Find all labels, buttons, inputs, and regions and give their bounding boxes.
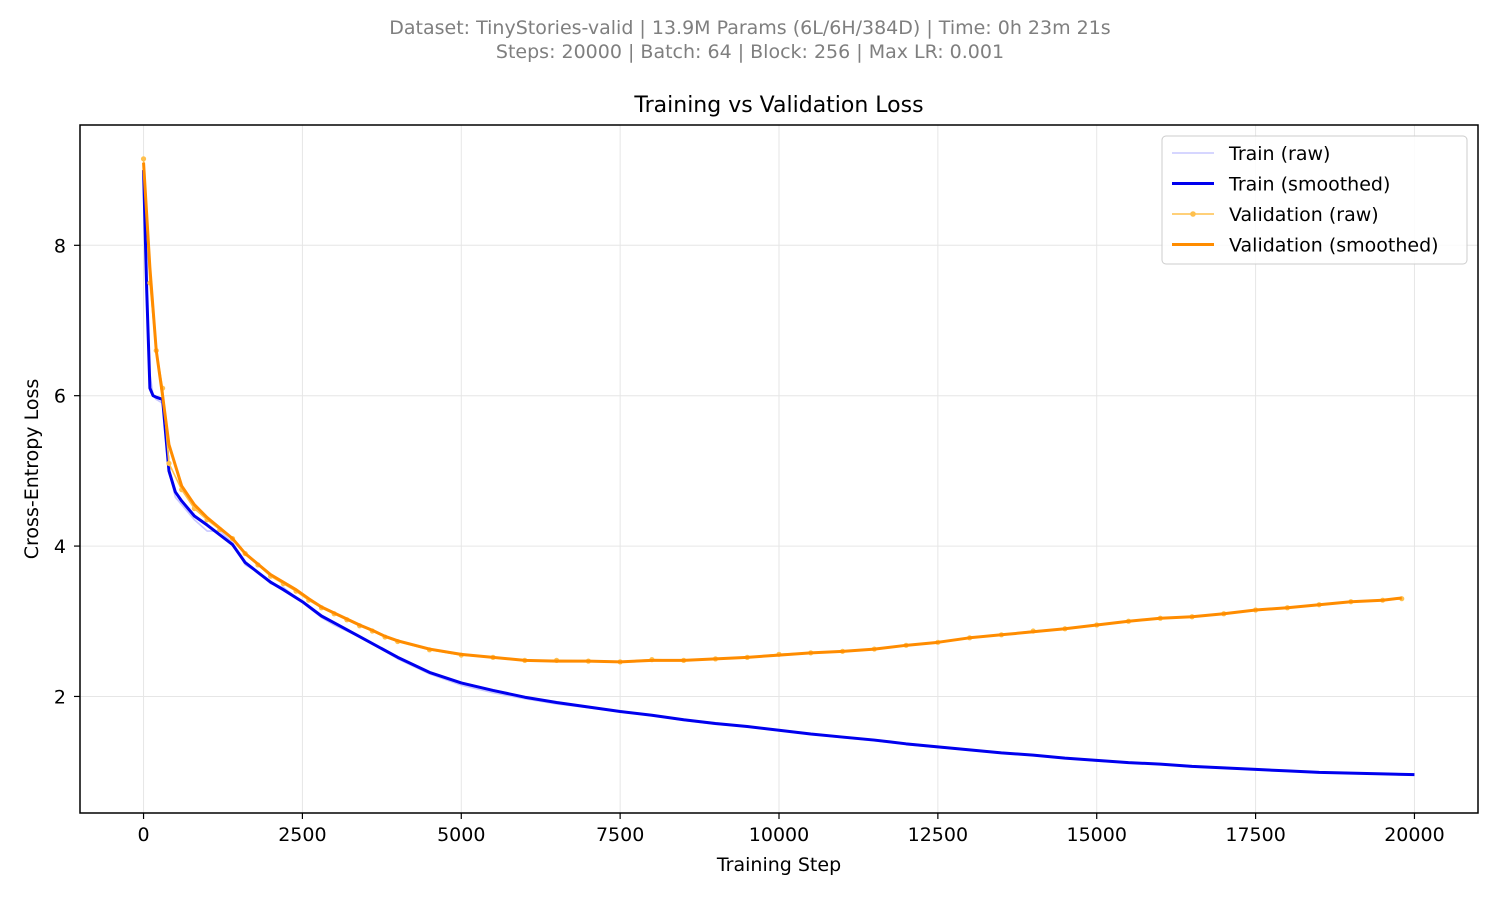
- x-tick-label: 20000: [1384, 824, 1444, 846]
- header-line-2: Steps: 20000 | Batch: 64 | Block: 256 | …: [496, 41, 1004, 63]
- x-tick-label: 0: [137, 824, 149, 846]
- y-tick-label: 2: [54, 686, 66, 708]
- legend-box: [1161, 135, 1468, 265]
- legend-entry: Train (raw): [1228, 143, 1330, 165]
- y-tick-label: 6: [54, 386, 66, 408]
- legend-entry: Validation (raw): [1229, 204, 1379, 226]
- legend-marker: [1190, 211, 1196, 217]
- y-axis-label: Cross-Entropy Loss: [21, 379, 43, 559]
- legend-entry: Train (smoothed): [1228, 174, 1390, 196]
- x-tick-label: 12500: [908, 824, 968, 846]
- legend-entry: Validation (smoothed): [1229, 235, 1439, 257]
- validation-smoothed-line: [142, 162, 1402, 664]
- x-tick-label: 10000: [749, 824, 809, 846]
- y-tick-label: 8: [54, 235, 66, 257]
- validation-raw-point: [140, 156, 147, 162]
- x-tick-label: 5000: [437, 824, 485, 846]
- validation-raw-point: [166, 460, 172, 466]
- x-tick-label: 17500: [1225, 824, 1285, 846]
- x-tick-label: 2500: [278, 824, 326, 846]
- legend: Train (raw) Train (smoothed) Validation (r…: [1161, 135, 1468, 265]
- series-layer: [140, 156, 1415, 777]
- x-tick-label: 7500: [596, 824, 644, 846]
- tick-layer: 0 2500 5000 7500 10000 12500 15000 17500 20000 2 4…: [54, 235, 1445, 846]
- header-line-1: Dataset: TinyStories-valid | 13.9M Param…: [389, 17, 1110, 39]
- chart-title: Training vs Validation Loss: [633, 93, 923, 118]
- y-tick-label: 4: [54, 536, 66, 558]
- train-smoothed-line: [142, 170, 1415, 777]
- x-axis-label: Training Step: [716, 854, 841, 876]
- x-tick-label: 15000: [1067, 824, 1127, 846]
